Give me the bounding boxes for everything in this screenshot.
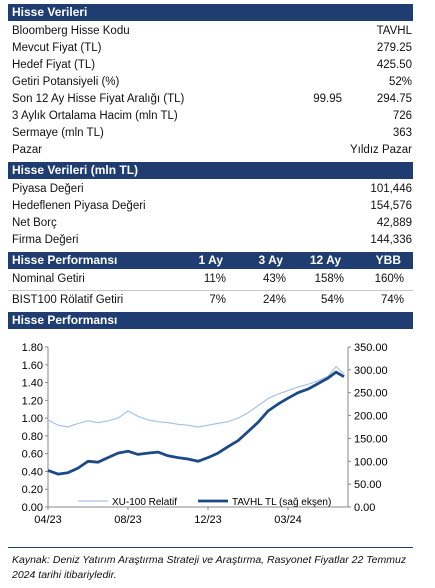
legend-label-xu100: XU-100 Relatif bbox=[112, 497, 177, 508]
row-bloomberg-code: Bloomberg Hisse Kodu TAVHL bbox=[12, 23, 412, 40]
source-footnote: Kaynak: Deniz Yatırım Araştırma Strateji… bbox=[12, 554, 407, 581]
row-price-range: Son 12 Ay Hisse Fiyat Aralığı (TL) 99.95… bbox=[12, 91, 412, 108]
cell-ytd: 160% bbox=[374, 273, 404, 285]
col-header-3-month: 3 Ay bbox=[258, 253, 283, 267]
performance-chart: 0.00 0.20 0.40 0.60 0.80 1.00 1.20 1.40 1.60 1.80… bbox=[8, 335, 413, 535]
section-title: Hisse Verileri (mln TL) bbox=[12, 163, 139, 177]
cell-3-month: 24% bbox=[262, 294, 286, 306]
section-title: Hisse Verileri bbox=[12, 5, 88, 19]
row-label: Sermaye (mln TL) bbox=[12, 127, 104, 139]
y-left-tick-label: 1.40 bbox=[22, 378, 43, 390]
row-target-market-cap: Hedeflenen Piyasa Değeri 154,576 bbox=[12, 198, 412, 215]
row-return-potential: Getiri Potansiyeli (%) 52% bbox=[12, 74, 412, 91]
section-header-performance-table: Hisse Performansı 1 Ay 3 Ay 12 Ay YBB bbox=[8, 252, 413, 269]
row-label: Hedeflenen Piyasa Değeri bbox=[12, 200, 146, 212]
col-header-12-month: 12 Ay bbox=[309, 253, 341, 267]
y-left-tick-label: 1.00 bbox=[22, 413, 43, 425]
row-value: 101,446 bbox=[370, 183, 412, 195]
row-enterprise-value: Firma Değeri 144,336 bbox=[12, 232, 412, 249]
y-left-tick-label: 1.80 bbox=[22, 342, 43, 354]
section-header-performance-chart: Hisse Performansı bbox=[8, 312, 413, 329]
cell-1-month: 11% bbox=[203, 273, 226, 285]
row-value: 52% bbox=[388, 76, 412, 88]
cell-1-month: 7% bbox=[209, 294, 226, 306]
row-value: 294.75 bbox=[376, 93, 412, 105]
row-label: Nominal Getiri bbox=[12, 273, 85, 285]
y-right-tick-label: 350.00 bbox=[354, 342, 388, 354]
x-tick-label: 12/23 bbox=[194, 514, 222, 526]
row-label: Getiri Potansiyeli (%) bbox=[12, 76, 120, 88]
divider bbox=[8, 290, 413, 291]
y-left-tick-label: 0.80 bbox=[22, 431, 43, 443]
y-right-tick-label: 200.00 bbox=[354, 411, 388, 423]
y-left-tick-label: 1.60 bbox=[22, 360, 43, 372]
cell-12-month: 158% bbox=[314, 273, 344, 285]
section-header-hisse-verileri-mln: Hisse Verileri (mln TL) bbox=[8, 162, 413, 179]
y-right-tick-label: 50.00 bbox=[354, 479, 382, 491]
y-right-tick-label: 250.00 bbox=[354, 388, 388, 400]
row-relative-return: BIST100 Rölatif Getiri 7% 24% 54% 74% bbox=[12, 292, 412, 309]
row-label: Bloomberg Hisse Kodu bbox=[12, 25, 130, 37]
row-label: Piyasa Değeri bbox=[12, 183, 84, 195]
col-header-1-month: 1 Ay bbox=[198, 253, 223, 267]
row-net-debt: Net Borç 42,889 bbox=[12, 215, 412, 232]
row-value: 726 bbox=[392, 110, 412, 122]
row-value: 425.50 bbox=[376, 59, 412, 71]
cell-3-month: 43% bbox=[262, 273, 286, 285]
col-header-ytd: YBB bbox=[375, 253, 401, 267]
y-left-tick-label: 0.20 bbox=[22, 484, 43, 496]
row-label: Pazar bbox=[12, 144, 43, 156]
row-label: Son 12 Ay Hisse Fiyat Aralığı (TL) bbox=[12, 93, 185, 105]
row-label: Firma Değeri bbox=[12, 234, 79, 246]
row-market: Pazar Yıldız Pazar bbox=[12, 142, 412, 159]
row-nominal-return: Nominal Getiri 11% 43% 158% 160% bbox=[12, 271, 412, 288]
footer-divider bbox=[8, 547, 413, 548]
row-value: Yıldız Pazar bbox=[350, 144, 412, 156]
row-value: 144,336 bbox=[370, 234, 412, 246]
y-right-tick-label: 300.00 bbox=[354, 365, 388, 377]
section-header-hisse-verileri: Hisse Verileri bbox=[8, 4, 413, 21]
section-title: Hisse Performansı bbox=[12, 253, 118, 267]
row-market-cap: Piyasa Değeri 101,446 bbox=[12, 181, 412, 198]
cell-12-month: 54% bbox=[320, 294, 344, 306]
row-target-price: Hedef Fiyat (TL) 425.50 bbox=[12, 57, 412, 74]
row-label: Net Borç bbox=[12, 217, 57, 229]
y-left-tick-label: 1.20 bbox=[22, 395, 43, 407]
row-label: Mevcut Fiyat (TL) bbox=[12, 42, 102, 54]
y-left-tick-label: 0.40 bbox=[22, 466, 43, 478]
row-value-low: 99.95 bbox=[313, 93, 342, 105]
row-label: BIST100 Rölatif Getiri bbox=[12, 294, 124, 306]
section-title: Hisse Performansı bbox=[12, 313, 118, 327]
row-current-price: Mevcut Fiyat (TL) 279.25 bbox=[12, 40, 412, 57]
performance-chart-svg: 0.00 0.20 0.40 0.60 0.80 1.00 1.20 1.40 1.60 1.80… bbox=[22, 342, 388, 526]
row-value: 363 bbox=[392, 127, 412, 139]
row-value: 154,576 bbox=[370, 200, 412, 212]
x-tick-label: 04/23 bbox=[34, 514, 62, 526]
row-capital: Sermaye (mln TL) 363 bbox=[12, 125, 412, 142]
row-label: Hedef Fiyat (TL) bbox=[12, 59, 96, 71]
series-line-xu100-relative bbox=[47, 366, 345, 428]
y-left-tick-label: 0.00 bbox=[22, 502, 43, 514]
y-right-tick-label: 0.00 bbox=[354, 502, 375, 514]
row-avg-volume: 3 Aylık Ortalama Hacim (mln TL) 726 bbox=[12, 108, 412, 125]
cell-ytd: 74% bbox=[380, 294, 404, 306]
series-line-tavhl bbox=[47, 370, 345, 476]
y-right-tick-label: 150.00 bbox=[354, 433, 388, 445]
row-value: 279.25 bbox=[376, 42, 412, 54]
legend-label-tavhl: TAVHL TL (sağ ekşen) bbox=[232, 497, 331, 508]
y-left-tick-label: 0.60 bbox=[22, 449, 43, 461]
row-value: 42,889 bbox=[376, 217, 412, 229]
x-tick-label: 03/24 bbox=[274, 514, 302, 526]
x-tick-label: 08/23 bbox=[114, 514, 142, 526]
y-right-tick-label: 100.00 bbox=[354, 456, 388, 468]
row-value: TAVHL bbox=[376, 25, 412, 37]
row-label: 3 Aylık Ortalama Hacim (mln TL) bbox=[12, 110, 178, 122]
